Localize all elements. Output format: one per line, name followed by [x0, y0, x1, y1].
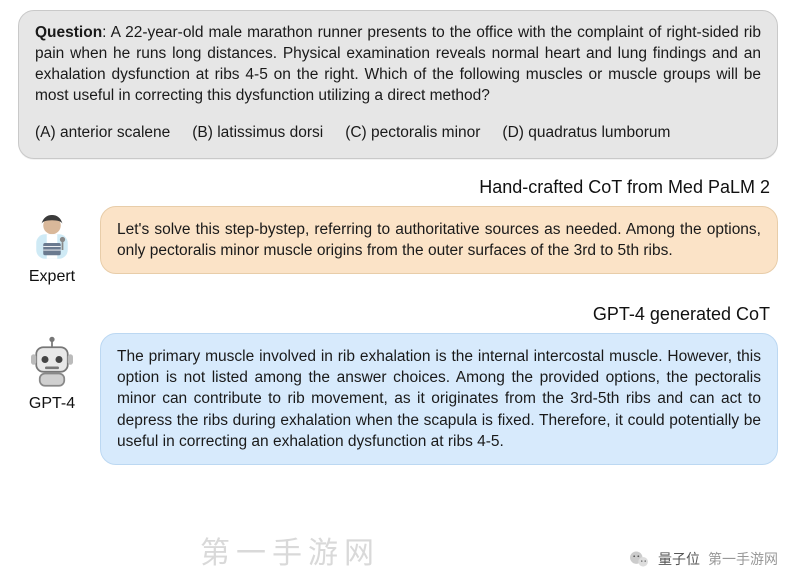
footer-mark: 量子位 第一手游网 [628, 548, 778, 570]
question-label: Question [35, 24, 102, 41]
footer-brand: 第一手游网 [708, 549, 778, 569]
option-d: (D) quadratus lumborum [502, 123, 670, 144]
option-a: (A) anterior scalene [35, 123, 170, 144]
gpt4-section-title: GPT-4 generated CoT [18, 304, 770, 325]
expert-section-title: Hand-crafted CoT from Med PaLM 2 [18, 177, 770, 198]
option-c: (C) pectoralis minor [345, 123, 480, 144]
option-b: (B) latissimus dorsi [192, 123, 323, 144]
expert-bubble: Let's solve this step-bystep, referring … [100, 206, 778, 275]
gpt4-bubble: The primary muscle involved in rib exhal… [100, 333, 778, 466]
robot-avatar-icon [24, 335, 80, 391]
gpt4-avatar-col: GPT-4 [18, 335, 86, 413]
question-options: (A) anterior scalene (B) latissimus dors… [35, 123, 761, 144]
expert-text: Let's solve this step-bystep, referring … [117, 221, 761, 259]
footer-source: 量子位 [658, 549, 700, 569]
wechat-icon [628, 548, 650, 570]
expert-row: Expert Let's solve this step-bystep, ref… [18, 206, 778, 286]
figure-canvas: Question: A 22-year-old male marathon ru… [0, 0, 796, 576]
gpt4-avatar-label: GPT-4 [29, 395, 75, 413]
question-text: : A 22-year-old male marathon runner pre… [35, 24, 761, 104]
gpt4-text: The primary muscle involved in rib exhal… [117, 348, 761, 451]
gpt4-row: GPT-4 The primary muscle involved in rib… [18, 333, 778, 466]
expert-avatar-label: Expert [29, 268, 75, 286]
expert-avatar-col: Expert [18, 208, 86, 286]
expert-avatar-icon [24, 208, 80, 264]
question-box: Question: A 22-year-old male marathon ru… [18, 10, 778, 159]
